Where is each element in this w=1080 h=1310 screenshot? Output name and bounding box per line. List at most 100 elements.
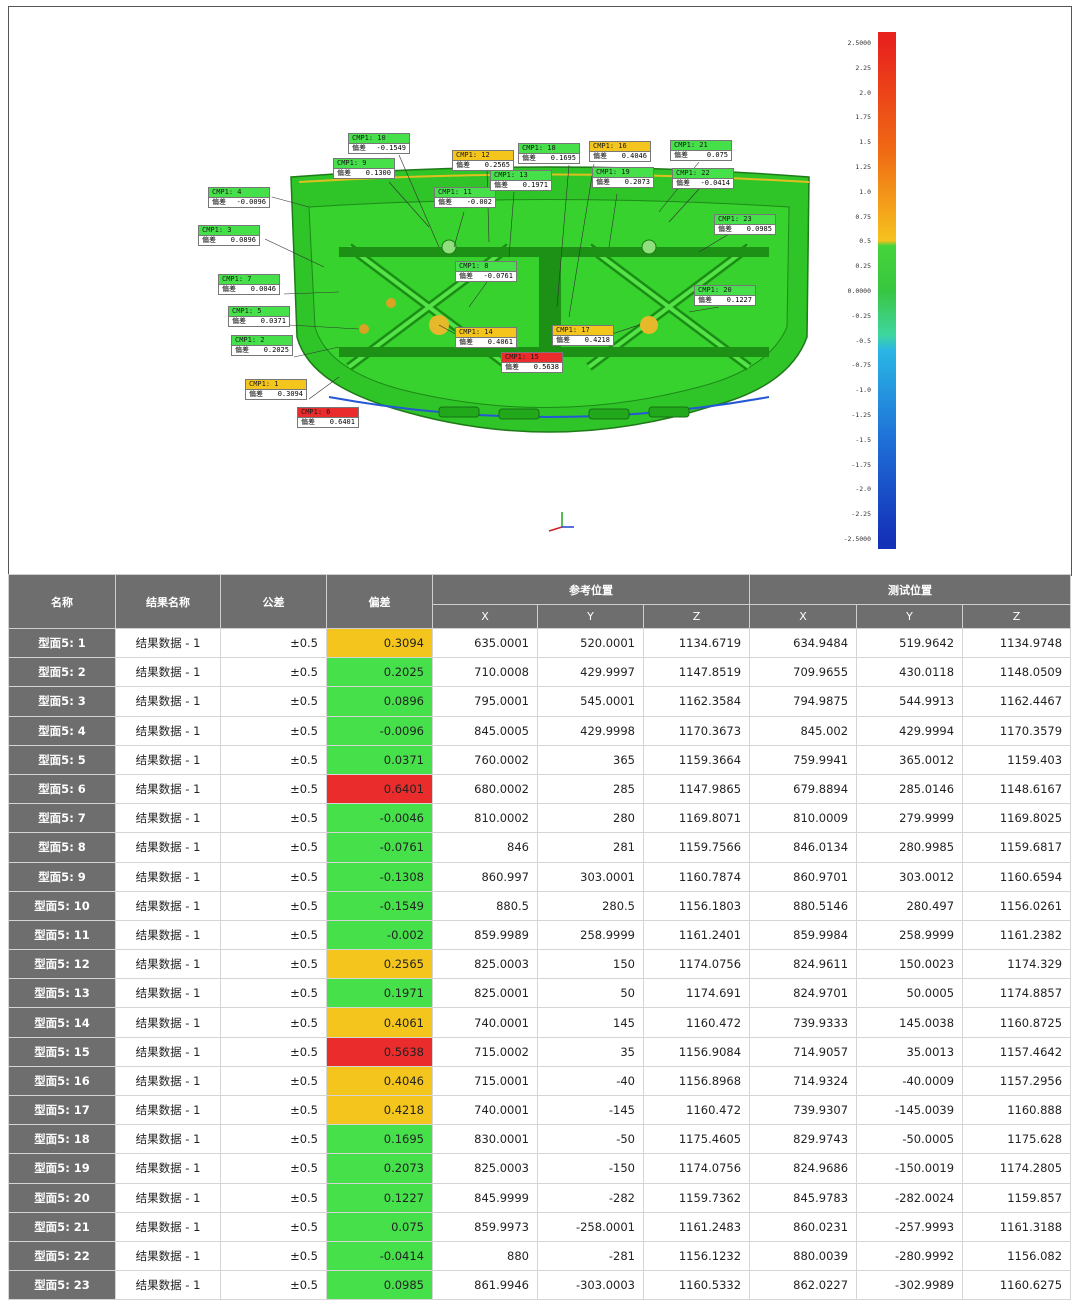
callout-cmp1-19[interactable]: CMP1: 17 偏差 0.4218	[552, 325, 614, 346]
row-result-name: 结果数据 - 1	[115, 1007, 221, 1038]
row-name: 型面5: 5	[8, 744, 116, 775]
table-row[interactable]: 型面5: 11 结果数据 - 1 ±0.5 -0.002 859.9989 258.999…	[8, 919, 1072, 951]
callout-id: CMP1: 5	[228, 306, 290, 317]
callout-cmp1-22[interactable]: CMP1: 1 偏差 0.3094	[245, 379, 307, 400]
callout-deviation-value: 0.1695	[550, 154, 576, 162]
table-row[interactable]: 型面5: 3 结果数据 - 1 ±0.5 0.0896 795.0001 545.0001…	[8, 686, 1072, 717]
callout-cmp1-11[interactable]: CMP1: 21 偏差 0.075	[670, 140, 732, 161]
row-ref-x: 795.0001	[432, 686, 538, 717]
table-row[interactable]: 型面5: 2 结果数据 - 1 ±0.5 0.2025 710.0008 429.9997…	[8, 657, 1072, 688]
col-header-deviation[interactable]: 偏差	[326, 574, 433, 629]
callout-deviation-label: 偏差	[249, 390, 263, 398]
callout-deviation: 偏差 0.075	[670, 151, 732, 161]
callout-deviation-value: 0.0896	[230, 236, 256, 244]
row-ref-x: 680.0002	[432, 773, 538, 805]
table-row[interactable]: 型面5: 22 结果数据 - 1 ±0.5 -0.0414 880 -281 1156.12…	[8, 1240, 1072, 1272]
col-header-test-y[interactable]: Y	[856, 604, 964, 629]
callout-cmp1-13[interactable]: CMP1: 23 偏差 0.0985	[714, 214, 776, 235]
table-row[interactable]: 型面5: 16 结果数据 - 1 ±0.5 0.4046 715.0001 -40 1156…	[8, 1065, 1072, 1097]
callout-deviation-label: 偏差	[593, 152, 607, 160]
row-ref-z: 1170.3673	[642, 715, 751, 746]
callout-cmp1-18[interactable]: CMP1: 14 偏差 0.4061	[455, 327, 517, 348]
table-row[interactable]: 型面5: 10 结果数据 - 1 ±0.5 -0.1549 880.5 280.5 1156…	[8, 890, 1072, 921]
row-ref-y: 280.5	[537, 890, 644, 921]
table-row[interactable]: 型面5: 23 结果数据 - 1 ±0.5 0.0985 861.9946 -303.00…	[8, 1270, 1072, 1301]
callout-cmp1-8[interactable]: CMP1: 13 偏差 0.1971	[490, 170, 552, 191]
callout-cmp1-2[interactable]: CMP1: 9 偏差 0.1300	[333, 158, 395, 179]
row-test-z: 1160.888	[962, 1094, 1072, 1126]
callout-cmp1-3[interactable]: CMP1: 4 偏差 -0.0096	[208, 187, 270, 208]
table-row[interactable]: 型面5: 19 结果数据 - 1 ±0.5 0.2073 825.0003 -150 117…	[8, 1153, 1072, 1184]
row-tolerance: ±0.5	[220, 744, 327, 775]
row-result-name: 结果数据 - 1	[115, 1124, 221, 1155]
row-ref-x: 859.9973	[432, 1211, 538, 1242]
callout-deviation: 偏差 -0.0096	[208, 198, 270, 208]
table-row[interactable]: 型面5: 14 结果数据 - 1 ±0.5 0.4061 740.0001 145 1160…	[8, 1007, 1072, 1038]
table-row[interactable]: 型面5: 20 结果数据 - 1 ±0.5 0.1227 845.9999 -282 115…	[8, 1182, 1072, 1213]
callout-cmp1-12[interactable]: CMP1: 22 偏差 -0.0414	[672, 168, 734, 189]
callout-deviation: 偏差 0.2565	[452, 161, 514, 171]
col-header-tolerance[interactable]: 公差	[220, 574, 327, 629]
row-ref-x: 845.0005	[432, 715, 538, 746]
table-row[interactable]: 型面5: 21 结果数据 - 1 ±0.5 0.075 859.9973 -258.000…	[8, 1211, 1072, 1242]
table-row[interactable]: 型面5: 7 结果数据 - 1 ±0.5 -0.0046 810.0002 280 1169…	[8, 803, 1072, 834]
callout-cmp1-4[interactable]: CMP1: 3 偏差 0.0896	[198, 225, 260, 246]
col-header-ref-z[interactable]: Z	[642, 604, 751, 629]
row-test-x: 634.9484	[749, 627, 858, 659]
callout-deviation-value: -0.0096	[236, 198, 266, 206]
row-ref-y: 280	[537, 803, 644, 834]
callout-cmp1-17[interactable]: CMP1: 5 偏差 0.0371	[228, 306, 290, 327]
table-row[interactable]: 型面5: 4 结果数据 - 1 ±0.5 -0.0096 845.0005 429.999…	[8, 715, 1072, 746]
table-row[interactable]: 型面5: 5 结果数据 - 1 ±0.5 0.0371 760.0002 365 1159.…	[8, 744, 1072, 775]
row-ref-z: 1161.2401	[642, 919, 751, 951]
col-header-test-x[interactable]: X	[749, 604, 858, 629]
col-group-reference-position: 参考位置	[431, 574, 751, 605]
table-row[interactable]: 型面5: 9 结果数据 - 1 ±0.5 -0.1308 860.997 303.0001…	[8, 861, 1072, 892]
row-tolerance: ±0.5	[220, 919, 327, 951]
row-ref-z: 1162.3584	[642, 686, 751, 717]
row-test-y: -145.0039	[856, 1094, 964, 1126]
table-row[interactable]: 型面5: 13 结果数据 - 1 ±0.5 0.1971 825.0001 50 1174.…	[8, 978, 1072, 1009]
row-name: 型面5: 23	[8, 1270, 116, 1301]
table-row[interactable]: 型面5: 17 结果数据 - 1 ±0.5 0.4218 740.0001 -145 116…	[8, 1094, 1072, 1126]
callout-cmp1-9[interactable]: CMP1: 16 偏差 0.4046	[589, 141, 651, 162]
col-header-name[interactable]: 名称	[8, 574, 116, 629]
col-header-result[interactable]: 结果名称	[115, 574, 221, 629]
callout-cmp1-14[interactable]: CMP1: 8 偏差 -0.0761	[455, 261, 517, 282]
row-result-name: 结果数据 - 1	[115, 949, 221, 980]
scale-label: 0.0000	[847, 287, 871, 295]
callout-cmp1-20[interactable]: CMP1: 2 偏差 0.2025	[231, 335, 293, 356]
callout-cmp1-16[interactable]: CMP1: 20 偏差 0.1227	[694, 285, 756, 306]
callout-deviation-value: -0.1549	[376, 144, 406, 152]
callout-cmp1-6[interactable]: CMP1: 12 偏差 0.2565	[452, 150, 514, 171]
col-header-test-z[interactable]: Z	[962, 604, 1072, 629]
table-row[interactable]: 型面5: 15 结果数据 - 1 ±0.5 0.5638 715.0002 35 1156.…	[8, 1036, 1072, 1067]
row-ref-y: -145	[537, 1094, 644, 1126]
scale-label: 2.0	[859, 88, 871, 97]
row-ref-z: 1174.0756	[642, 949, 751, 980]
callout-deviation-label: 偏差	[505, 363, 519, 371]
callout-cmp1-15[interactable]: CMP1: 7 偏差 0.0046	[218, 274, 280, 295]
callout-deviation-label: 偏差	[232, 317, 246, 325]
callout-deviation: 偏差 -0.002	[434, 198, 496, 208]
callout-cmp1-5[interactable]: CMP1: 11 偏差 -0.002	[434, 187, 496, 208]
col-header-ref-x[interactable]: X	[432, 604, 538, 629]
table-row[interactable]: 型面5: 1 结果数据 - 1 ±0.5 0.3094 635.0001 520.0001…	[8, 627, 1072, 659]
table-row[interactable]: 型面5: 18 结果数据 - 1 ±0.5 0.1695 830.0001 -50 1175…	[8, 1124, 1072, 1155]
callout-deviation: 偏差 0.1300	[333, 169, 395, 179]
row-deviation: 0.4046	[326, 1065, 433, 1097]
row-deviation: -0.0761	[326, 832, 433, 863]
callout-cmp1-10[interactable]: CMP1: 19 偏差 0.2073	[592, 167, 654, 188]
callout-cmp1-23[interactable]: CMP1: 6 偏差 0.6401	[297, 407, 359, 428]
table-row[interactable]: 型面5: 6 结果数据 - 1 ±0.5 0.6401 680.0002 285 1147.…	[8, 773, 1072, 805]
callout-cmp1-1[interactable]: CMP1: 10 偏差 -0.1549	[348, 133, 410, 154]
callout-deviation-value: 0.0046	[250, 285, 276, 293]
row-ref-z: 1159.7566	[642, 832, 751, 863]
table-row[interactable]: 型面5: 8 结果数据 - 1 ±0.5 -0.0761 846 281 1159.7566…	[8, 832, 1072, 863]
scale-label: 2.5000	[847, 39, 871, 47]
callout-cmp1-21[interactable]: CMP1: 15 偏差 0.5638	[501, 352, 563, 373]
callout-cmp1-7[interactable]: CMP1: 18 偏差 0.1695	[518, 143, 580, 164]
col-header-ref-y[interactable]: Y	[537, 604, 644, 629]
table-row[interactable]: 型面5: 12 结果数据 - 1 ±0.5 0.2565 825.0003 150 1174…	[8, 949, 1072, 980]
